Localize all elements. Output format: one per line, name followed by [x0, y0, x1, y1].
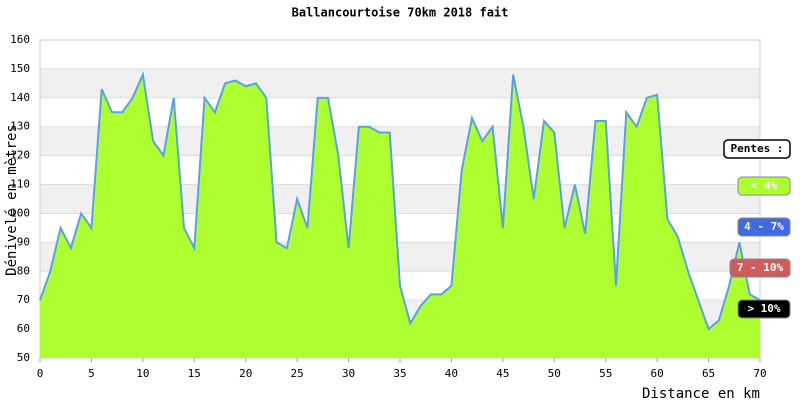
grid-band [40, 68, 760, 98]
x-tick-label: 70 [753, 367, 766, 380]
x-tick-label: 30 [342, 367, 355, 380]
legend-swatch [737, 299, 791, 319]
plot-area [39, 39, 761, 362]
x-tick-label: 5 [88, 367, 95, 380]
legend-title-box [723, 139, 791, 159]
area [40, 74, 760, 358]
y-tick-label: 160 [10, 33, 30, 46]
x-tick-label: 65 [702, 367, 715, 380]
y-tick-label: 120 [10, 149, 30, 162]
y-tick-label: 50 [17, 351, 30, 364]
y-tick-label: 130 [10, 120, 30, 133]
line [39, 71, 761, 331]
legend-label: < 4% [751, 179, 778, 192]
x-tick-label: 40 [445, 367, 458, 380]
x-axis-label: Distance en km [642, 386, 760, 400]
x-tick-label: 45 [496, 367, 509, 380]
legend: Pentes : < 4% 4 - 7% 7 - 10% > 10% [723, 139, 791, 319]
x-tick-label: 20 [239, 367, 252, 380]
x-tick-label: 0 [37, 367, 44, 380]
y-tick-label: 100 [10, 206, 30, 219]
x-tick-label: 55 [599, 367, 612, 380]
legend-label: > 10% [747, 302, 780, 315]
y-tick-label: 110 [10, 178, 30, 191]
y-axis-label: Dénivelé en mètres [4, 124, 20, 276]
legend-swatch [729, 258, 791, 278]
y-tick-label: 150 [10, 62, 30, 75]
y-tick-label: 80 [17, 264, 30, 277]
x-tick-label: 25 [291, 367, 304, 380]
x-tick-label: 50 [548, 367, 561, 380]
x-tick-label: 10 [136, 367, 149, 380]
legend-swatch [737, 217, 791, 237]
y-tick-label: 70 [17, 293, 30, 306]
x-tick-label: 15 [188, 367, 201, 380]
x-tick-label: 35 [393, 367, 406, 380]
legend-label: 4 - 7% [744, 220, 784, 233]
legend-swatch [737, 176, 791, 196]
y-tick-label: 60 [17, 322, 30, 335]
chart-title: Ballancourtoise 70km 2018 fait [292, 6, 509, 20]
y-tick-label: 90 [17, 235, 30, 248]
y-tick-label: 140 [10, 91, 30, 104]
x-tick-label: 60 [651, 367, 664, 380]
legend-title: Pentes : [731, 142, 784, 155]
legend-label: 7 - 10% [737, 261, 784, 274]
